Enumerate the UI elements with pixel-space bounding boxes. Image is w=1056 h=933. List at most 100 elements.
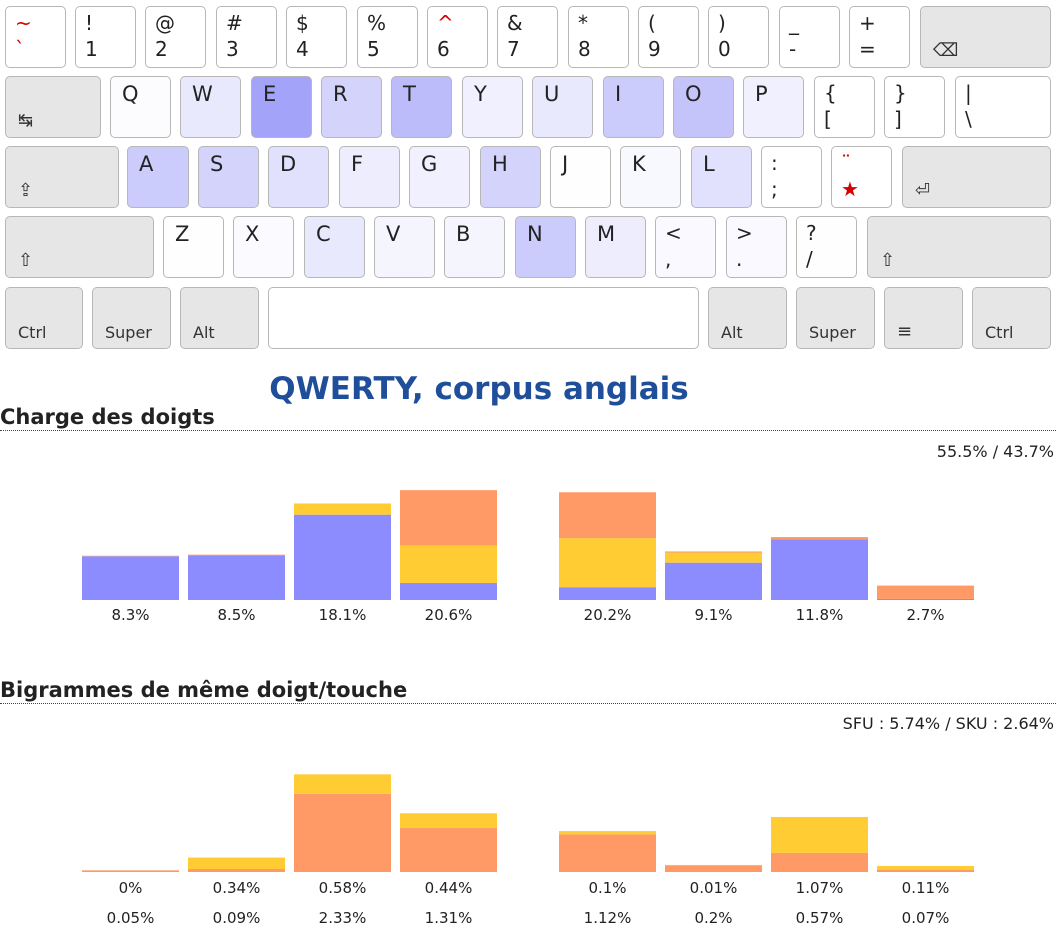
key-g[interactable]: G	[409, 146, 470, 208]
key-rsuper[interactable]: Super	[796, 287, 875, 349]
key-enter[interactable]: ⏎	[902, 146, 1051, 208]
key-x[interactable]: X	[233, 216, 294, 278]
key-8[interactable]: * 8	[568, 6, 629, 68]
key-caps-icon: ⇪	[18, 180, 34, 201]
key-p[interactable]: P	[743, 76, 804, 138]
key-base-label: ;	[771, 177, 778, 201]
key-label: W	[192, 82, 213, 106]
key-o[interactable]: O	[673, 76, 734, 138]
bar-segment	[771, 539, 868, 600]
key-lctrl[interactable]: Ctrl	[5, 287, 83, 349]
key-caps[interactable]: ⇪	[5, 146, 119, 208]
key-q[interactable]: Q	[110, 76, 171, 138]
key-label: Ctrl	[18, 323, 47, 342]
finger-load-title: Charge des doigts	[0, 405, 215, 429]
bar-segment	[559, 492, 656, 539]
key-menu[interactable]: ≡	[884, 287, 963, 349]
key-tab[interactable]: ↹	[5, 76, 101, 138]
key-label: V	[386, 222, 401, 246]
key-a[interactable]: A	[127, 146, 189, 208]
key-tilde[interactable]: ~ `	[5, 6, 66, 68]
key-minus[interactable]: _ -	[779, 6, 840, 68]
key-t[interactable]: T	[391, 76, 452, 138]
key-comma[interactable]: <,	[655, 216, 716, 278]
key-shift-label: ^	[437, 11, 454, 35]
key-z[interactable]: Z	[163, 216, 224, 278]
bar-value-label: 2.33%	[319, 909, 367, 927]
key-y[interactable]: Y	[462, 76, 523, 138]
bar-segment	[665, 562, 762, 600]
key-v[interactable]: V	[374, 216, 435, 278]
key-altgr[interactable]: Alt	[708, 287, 787, 349]
key-base-label: [	[824, 107, 832, 131]
key-i[interactable]: I	[603, 76, 664, 138]
key-b[interactable]: B	[444, 216, 505, 278]
key-rctrl[interactable]: Ctrl	[972, 287, 1051, 349]
key-3[interactable]: #3	[216, 6, 277, 68]
key-quote[interactable]: ¨ ★	[831, 146, 892, 208]
key-shift-label: :	[771, 151, 778, 175]
key-f[interactable]: F	[339, 146, 400, 208]
key-slash[interactable]: ? /	[796, 216, 857, 278]
key-enter-icon: ⏎	[915, 180, 931, 201]
key-4[interactable]: $4	[286, 6, 347, 68]
key-lshift[interactable]: ⇧	[5, 216, 154, 278]
key-lshift-icon: ⇧	[18, 250, 34, 271]
key-label: O	[685, 82, 702, 106]
bar-segment	[559, 587, 656, 600]
key-l[interactable]: L	[691, 146, 752, 208]
key-backspace[interactable]: ⌫	[920, 6, 1051, 68]
key-k[interactable]: K	[620, 146, 681, 208]
key-semicolon[interactable]: :;	[761, 146, 822, 208]
key-j[interactable]: J	[550, 146, 611, 208]
key-base-label: .	[736, 247, 743, 271]
key-base-label: `	[15, 37, 25, 61]
key-shift-label: ~	[15, 11, 32, 35]
key-u[interactable]: U	[532, 76, 593, 138]
bar-value-label: 1.07%	[796, 879, 844, 897]
bar-segment	[559, 831, 656, 835]
key-label: C	[316, 222, 331, 246]
key-equal[interactable]: + =	[849, 6, 910, 68]
key-7[interactable]: & 7	[497, 6, 558, 68]
bar-segment	[294, 514, 391, 600]
bar-segment	[665, 865, 762, 872]
key-shift-label: }	[894, 81, 907, 105]
key-s[interactable]: S	[198, 146, 259, 208]
key-n[interactable]: N	[515, 216, 576, 278]
key-base-label: 6	[437, 37, 450, 61]
key-bracket[interactable]: {[	[814, 76, 875, 138]
key-label: Super	[105, 323, 152, 342]
bar-segment	[82, 555, 179, 557]
bar-segment	[294, 503, 391, 515]
key-r[interactable]: R	[321, 76, 382, 138]
key-period[interactable]: >.	[726, 216, 787, 278]
key-shift-label: _	[789, 11, 799, 35]
key-backslash[interactable]: | \	[955, 76, 1051, 138]
key-base-label: ]	[894, 107, 902, 131]
key-1[interactable]: ! 1	[75, 6, 136, 68]
key-h[interactable]: H	[480, 146, 541, 208]
key-c[interactable]: C	[304, 216, 365, 278]
key-rshift[interactable]: ⇧	[867, 216, 1051, 278]
key-9[interactable]: (9	[638, 6, 699, 68]
key-d[interactable]: D	[268, 146, 329, 208]
bar-segment	[82, 556, 179, 600]
key-5[interactable]: % 5	[357, 6, 418, 68]
page-title: QWERTY, corpus anglais	[269, 371, 689, 407]
key-lalt[interactable]: Alt	[180, 287, 259, 349]
key-0[interactable]: ) 0	[708, 6, 769, 68]
key-w[interactable]: W	[180, 76, 241, 138]
bar-value-label: 18.1%	[319, 606, 367, 624]
key-m[interactable]: M	[585, 216, 646, 278]
key-space[interactable]	[268, 287, 699, 349]
key-e[interactable]: E	[251, 76, 312, 138]
bar-segment	[665, 551, 762, 553]
bar-value-label: 9.1%	[694, 606, 732, 624]
key-brace[interactable]: }]	[884, 76, 945, 138]
key-2[interactable]: @2	[145, 6, 206, 68]
key-label: Q	[122, 82, 139, 106]
key-shift-label: !	[85, 11, 94, 35]
key-lsuper[interactable]: Super	[92, 287, 171, 349]
key-6[interactable]: ^ 6	[427, 6, 488, 68]
